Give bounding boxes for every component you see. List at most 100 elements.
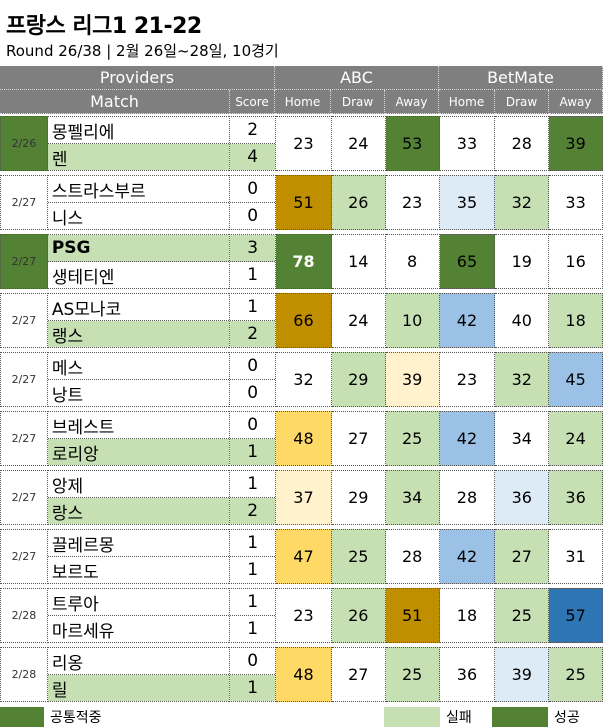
away-team-name: 랑스 (51, 503, 84, 524)
home-score: 1 (230, 530, 276, 557)
betmate-header: BetMate (439, 66, 603, 90)
away-score: 1 (230, 439, 276, 465)
away-team: 보르도 (47, 557, 230, 583)
away-team-name: 렌 (51, 149, 68, 170)
match-date: 2/27 (0, 175, 48, 230)
abc-away-odds: 10 (385, 293, 440, 348)
abc-away-header: Away (385, 90, 439, 114)
home-score: 0 (230, 353, 276, 380)
home-team-name: 스트라스부르 (51, 181, 146, 202)
scores: 1 1 (229, 588, 277, 643)
abc-away-odds: 28 (385, 529, 440, 584)
round-subtitle: Round 26/38 | 2월 26일~28일, 10경기 (6, 42, 279, 60)
away-score: 0 (230, 203, 276, 229)
abc-draw-odds: 29 (331, 470, 386, 525)
home-team-name: 몽펠리에 (51, 122, 115, 143)
abc-draw-odds: 29 (331, 352, 386, 407)
away-team-name: 낭트 (51, 385, 84, 406)
betmate-home-odds: 65 (439, 234, 496, 289)
abc-away-odds: 8 (385, 234, 440, 289)
header-row-columns: Match Score Home Draw Away Home Draw Awa… (0, 90, 603, 114)
home-score: 0 (230, 412, 276, 439)
away-team-name: 로리앙 (51, 444, 99, 465)
away-team: 마르세유 (47, 616, 230, 642)
betmate-draw-odds: 40 (495, 293, 550, 348)
match-date: 2/27 (0, 411, 48, 466)
betmate-draw-odds: 36 (495, 470, 550, 525)
betmate-away-odds: 57 (549, 588, 603, 643)
match-row: 2/27 AS모나코 랭스 1 2 66 24 10 42 40 18 (0, 293, 603, 348)
abc-home-odds: 48 (276, 411, 332, 466)
teams: 브레스트 로리앙 (47, 411, 230, 466)
match-date: 2/28 (0, 588, 48, 643)
match-date: 2/26 (0, 116, 48, 171)
betmate-draw-odds: 39 (495, 647, 550, 702)
betmate-home-odds: 18 (439, 588, 496, 643)
scores: 2 4 (229, 116, 277, 171)
betmate-draw-odds: 32 (495, 352, 550, 407)
teams: AS모나코 랭스 (47, 293, 230, 348)
betmate-home-odds: 28 (439, 470, 496, 525)
away-score: 0 (230, 380, 276, 406)
betmate-draw-header: Draw (495, 90, 549, 114)
betmate-draw-odds: 34 (495, 411, 550, 466)
legend-label-success: 성공 (554, 710, 580, 726)
match-row: 2/28 리옹 릴 0 1 48 27 25 36 39 25 (0, 647, 603, 702)
home-team-name: 앙제 (51, 476, 84, 497)
home-team: 스트라스부르 (47, 176, 230, 203)
page-title: 프랑스 리그1 21-22 (6, 14, 202, 39)
away-score: 2 (230, 498, 276, 524)
betmate-draw-odds: 27 (495, 529, 550, 584)
home-score: 1 (230, 294, 276, 321)
abc-home-odds: 37 (276, 470, 332, 525)
abc-away-odds: 39 (385, 352, 440, 407)
home-team-name: 트루아 (51, 594, 99, 615)
away-team-name: 니스 (51, 208, 84, 229)
betmate-draw-odds: 28 (495, 116, 550, 171)
teams: 메스 낭트 (47, 352, 230, 407)
betmate-draw-odds: 19 (495, 234, 550, 289)
match-row: 2/27 브레스트 로리앙 0 1 48 27 25 42 34 24 (0, 411, 603, 466)
teams: 리옹 릴 (47, 647, 230, 702)
home-team-name: 메스 (51, 358, 84, 379)
betmate-home-header: Home (439, 90, 495, 114)
abc-draw-odds: 26 (331, 588, 386, 643)
match-date: 2/27 (0, 529, 48, 584)
legend-swatch-fail (384, 707, 440, 727)
abc-home-header: Home (275, 90, 331, 114)
home-team: 몽펠리에 (47, 117, 230, 144)
scores: 0 0 (229, 175, 277, 230)
abc-draw-odds: 25 (331, 529, 386, 584)
home-score: 0 (230, 176, 276, 203)
match-row: 2/27 메스 낭트 0 0 32 29 39 23 32 45 (0, 352, 603, 407)
match-rows: 2/26 몽펠리에 렌 2 4 23 24 53 33 28 39 2/27 스트라스부르 … (0, 116, 603, 702)
away-score: 1 (230, 262, 276, 288)
betmate-away-odds: 36 (549, 470, 603, 525)
match-row: 2/27 스트라스부르 니스 0 0 51 26 23 35 32 33 (0, 175, 603, 230)
betmate-home-odds: 33 (439, 116, 496, 171)
abc-draw-odds: 14 (331, 234, 386, 289)
legend-label-hit: 공통적중 (50, 710, 102, 726)
match-header: Match (0, 90, 230, 114)
teams: 트루아 마르세유 (47, 588, 230, 643)
betmate-draw-odds: 25 (495, 588, 550, 643)
away-score: 4 (230, 144, 276, 170)
home-team: PSG (47, 235, 230, 262)
abc-home-odds: 78 (276, 234, 332, 289)
away-team-name: 랭스 (51, 326, 84, 347)
providers-header: Providers (0, 66, 275, 90)
match-row: 2/27 PSG 생테티엔 3 1 78 14 8 65 19 16 (0, 234, 603, 289)
home-team-name: 끌레르몽 (51, 535, 115, 556)
betmate-away-odds: 18 (549, 293, 603, 348)
home-team: 브레스트 (47, 412, 230, 439)
home-team-name: 브레스트 (51, 417, 115, 438)
away-score: 1 (230, 557, 276, 583)
scores: 0 1 (229, 411, 277, 466)
betmate-home-odds: 42 (439, 411, 496, 466)
away-score: 1 (230, 675, 276, 701)
home-team: 앙제 (47, 471, 230, 498)
abc-home-odds: 51 (276, 175, 332, 230)
away-team-name: 릴 (51, 680, 68, 701)
scores: 0 0 (229, 352, 277, 407)
betmate-home-odds: 36 (439, 647, 496, 702)
